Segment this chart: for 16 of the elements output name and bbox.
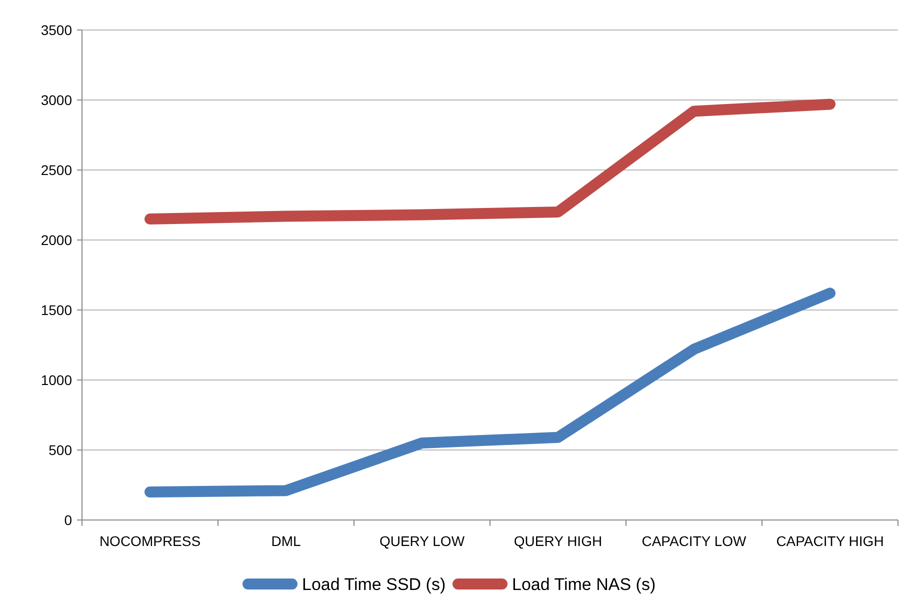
legend-label: Load Time NAS (s) — [512, 574, 656, 594]
y-tick-label: 500 — [48, 442, 72, 458]
legend-label: Load Time SSD (s) — [302, 574, 446, 594]
x-tick-label: QUERY HIGH — [514, 533, 602, 549]
y-tick-label: 2500 — [40, 162, 72, 178]
x-tick-label: CAPACITY LOW — [642, 533, 748, 549]
y-tick-label: 3500 — [40, 22, 72, 38]
y-tick-label: 1500 — [40, 302, 72, 318]
x-tick-label: QUERY LOW — [379, 533, 466, 549]
y-tick-label: 3000 — [40, 92, 72, 108]
y-tick-label: 1000 — [40, 372, 72, 388]
y-tick-label: 0 — [64, 512, 72, 528]
y-tick-label: 2000 — [40, 232, 72, 248]
x-tick-label: NOCOMPRESS — [99, 533, 201, 549]
x-tick-label: DML — [271, 533, 301, 549]
x-tick-label: CAPACITY HIGH — [776, 533, 884, 549]
